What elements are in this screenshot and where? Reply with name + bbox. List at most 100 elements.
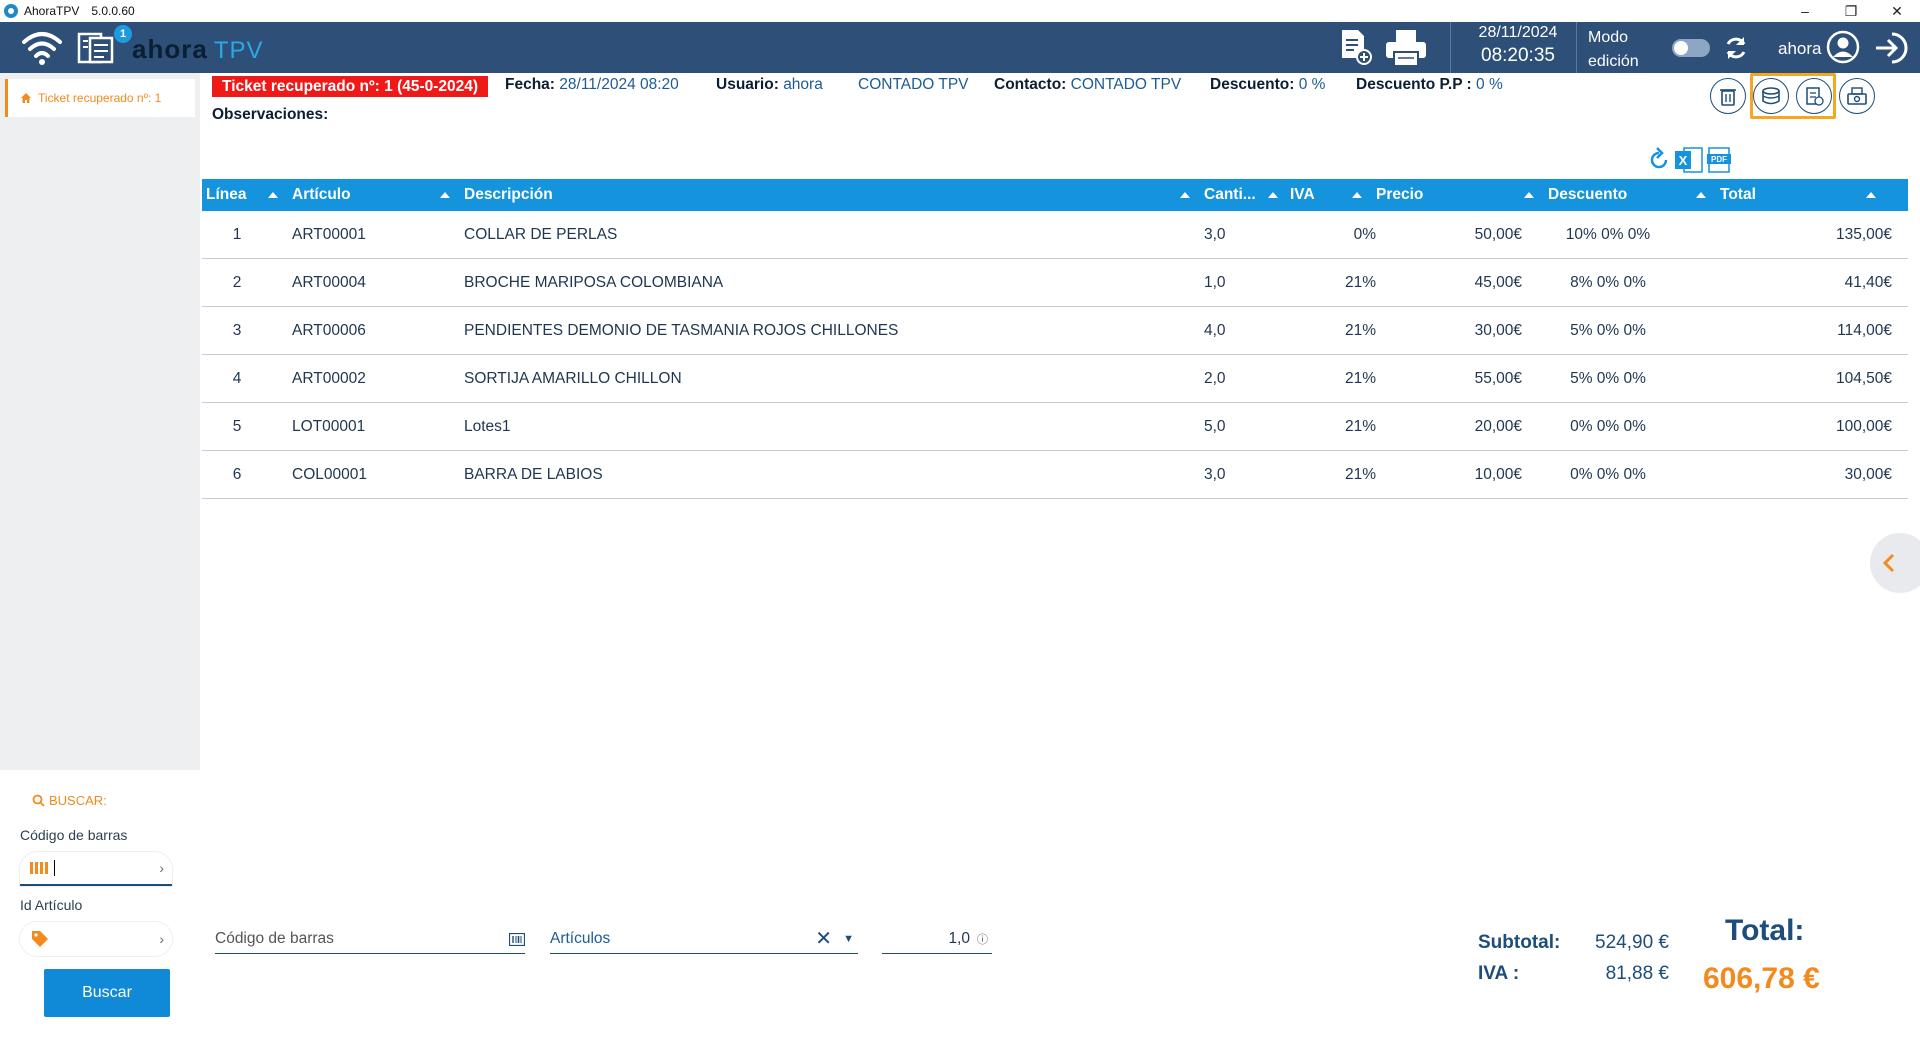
search-button[interactable]: Buscar [44,969,170,1017]
cell-cantidad: 3,0 [1204,226,1226,243]
subtotal-label: Subtotal: [1478,932,1561,953]
cell-articulo: ART00006 [292,322,366,339]
chevron-right-icon[interactable]: › [159,860,164,876]
user-avatar-icon[interactable] [1826,30,1860,64]
table-row[interactable]: 2 ART00004 BROCHE MARIPOSA COLOMBIANA 1,0 21… [202,259,1908,307]
col-linea[interactable]: Línea [206,186,247,203]
sync-icon[interactable] [1722,34,1750,62]
svg-text:PDF: PDF [1711,155,1727,164]
cell-cantidad: 1,0 [1204,274,1226,291]
close-button[interactable]: ✕ [1891,3,1903,19]
sort-asc-icon[interactable] [1352,192,1362,198]
side-panel-toggle[interactable] [1870,533,1920,593]
col-total[interactable]: Total [1720,186,1756,203]
sidebar-article-id-input[interactable]: › [20,922,172,956]
pdf-icon[interactable]: PDF [1706,146,1732,174]
svg-text:X: X [1679,153,1688,168]
delete-ticket-button[interactable] [1710,78,1746,114]
sort-asc-icon[interactable] [1696,192,1706,198]
restore-button[interactable]: ❐ [1844,3,1858,19]
cell-precio: 20,00€ [1474,418,1522,435]
cell-iva: 21% [1344,370,1376,387]
wifi-icon[interactable] [20,28,64,66]
tickets-count-badge: 1 [114,25,132,43]
quantity-value: 1,0 [948,930,970,947]
cell-cantidad: 5,0 [1204,418,1226,435]
barcode-scan-icon[interactable] [509,933,525,946]
col-articulo[interactable]: Artículo [292,186,351,203]
sort-asc-icon[interactable] [1268,192,1278,198]
iva-label: IVA : [1478,963,1520,984]
articles-select[interactable]: Artículos ✕ ▼ [550,924,858,954]
table-row[interactable]: 6 COL00001 BARRA DE LABIOS 3,0 21% 10,00€ 0% 0… [202,451,1908,499]
cell-linea: 2 [232,274,242,291]
tag-icon [32,931,48,947]
quantity-input[interactable]: 1,0 ⓘ [882,924,992,954]
excel-icon[interactable]: X [1674,146,1704,174]
sort-asc-icon[interactable] [1524,192,1534,198]
cell-iva: 21% [1344,274,1376,291]
window-version: 5.0.0.60 [91,4,135,18]
coins-icon [1762,87,1780,105]
cell-descripcion: COLLAR DE PERLAS [464,226,618,243]
table-row[interactable]: 1 ART00001 COLLAR DE PERLAS 3,0 0% 50,00€ 10% … [202,211,1908,259]
tickets-icon[interactable] [76,28,120,66]
cell-cantidad: 3,0 [1204,466,1226,483]
col-precio[interactable]: Precio [1376,186,1424,203]
sort-asc-icon[interactable] [440,192,450,198]
cell-total: 114,00€ [1837,322,1892,339]
usuario-value: ahora [783,76,823,93]
cell-iva: 21% [1344,466,1376,483]
invoice-button[interactable] [1796,78,1832,114]
table-row[interactable]: 5 LOT00001 Lotes1 5,0 21% 20,00€ 0% 0% 0% 100,0… [202,403,1908,451]
cell-linea: 3 [232,322,242,339]
new-document-icon[interactable] [1338,28,1372,66]
usuario-label: Usuario: [716,76,779,93]
cell-descuento: 5% 0% 0% [1570,322,1646,339]
cash-drawer-button[interactable] [1839,78,1875,114]
cell-linea: 1 [232,226,242,243]
barcode-label: Código de barras [20,827,128,843]
chevron-left-icon [1882,553,1895,573]
sort-asc-icon[interactable] [1866,192,1876,198]
table-row[interactable]: 3 ART00006 PENDIENTES DEMONIO DE TASMANIA … [202,307,1908,355]
app-logo: ahora TPV [132,34,264,65]
printer-icon[interactable] [1384,28,1428,68]
sort-asc-icon[interactable] [268,192,278,198]
barcode-input[interactable]: Código de barras [215,924,525,954]
cell-descripcion: BROCHE MARIPOSA COLOMBIANA [464,274,724,291]
cell-articulo: ART00004 [292,274,366,291]
table-row[interactable]: 4 ART00002 SORTIJA AMARILLO CHILLON 2,0 21% 5… [202,355,1908,403]
dropdown-arrow-icon[interactable]: ▼ [843,933,854,945]
cell-iva: 21% [1344,322,1376,339]
col-descuento[interactable]: Descuento [1548,186,1628,203]
payment-button[interactable] [1753,78,1789,114]
cell-iva: 21% [1344,418,1376,435]
cell-precio: 45,00€ [1474,274,1522,291]
cell-total: 30,00€ [1844,466,1892,483]
col-cantidad[interactable]: Canti... [1204,186,1256,203]
cell-articulo: COL00001 [292,466,367,483]
window-title: AhoraTPV [24,4,80,18]
sidebar-item-ticket[interactable]: Ticket recuperado nº: 1 [5,79,195,117]
refresh-icon[interactable] [1648,146,1672,172]
text-caret [54,860,55,876]
minimize-button[interactable]: – [1801,3,1809,19]
cash-register-icon [1847,87,1867,105]
edit-mode-toggle[interactable] [1672,39,1710,57]
descuento-pp-value: 0 % [1476,76,1503,93]
edit-mode-label: Modo edición [1588,26,1639,74]
logo-suffix: TPV [213,37,264,64]
cell-linea: 5 [232,418,242,435]
contacto-value: CONTADO TPV [1070,76,1182,93]
cell-total: 100,00€ [1835,418,1892,435]
clear-icon[interactable]: ✕ [815,928,832,950]
chevron-right-icon[interactable]: › [159,931,164,947]
col-descripcion[interactable]: Descripción [464,186,553,203]
sidebar-barcode-input[interactable]: › [20,852,172,886]
col-iva[interactable]: IVA [1290,186,1315,203]
export-icons: X PDF [1648,146,1732,174]
logout-icon[interactable] [1872,30,1908,66]
highlight-box [1750,73,1836,119]
sort-asc-icon[interactable] [1180,192,1190,198]
